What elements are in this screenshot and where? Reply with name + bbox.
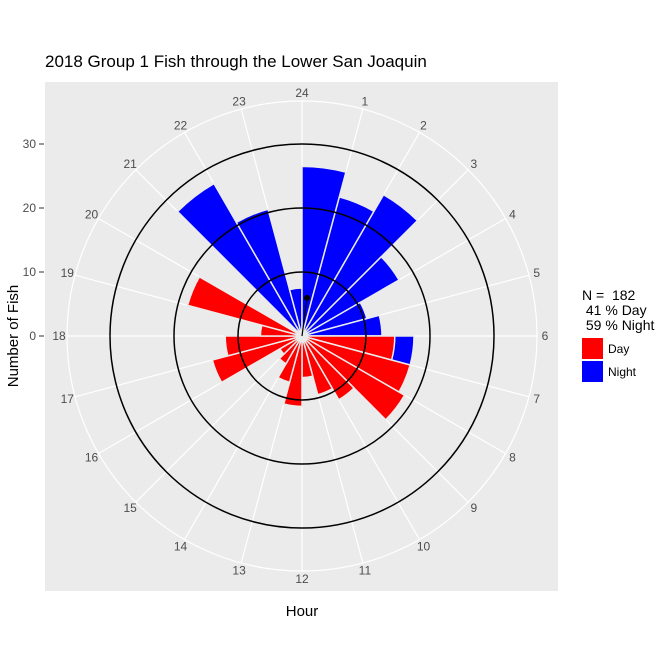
day-bar-hour-20 [295, 330, 303, 337]
legend-swatch-night [582, 361, 603, 382]
day-bar-hour-10 [301, 335, 334, 396]
hour-label-16: 16 [85, 451, 99, 465]
hour-label-24: 24 [295, 86, 309, 100]
night-bars [176, 165, 419, 366]
hour-label-18: 18 [52, 329, 66, 343]
hour-label-6: 6 [542, 329, 549, 343]
legend-swatch-day [582, 338, 603, 359]
mean-vector [301, 294, 311, 337]
y-tick-label-20: 20 [23, 201, 37, 215]
ring-10 [237, 271, 367, 401]
day-bar-hour-8 [301, 335, 406, 421]
hour-label-9: 9 [470, 501, 477, 515]
chart-title: 2018 Group 1 Fish through the Lower San … [45, 52, 427, 71]
hour-label-4: 4 [509, 208, 516, 222]
hour-label-12: 12 [295, 572, 309, 586]
day-bar-hour-14 [278, 335, 303, 365]
y-tick-label-10: 10 [23, 265, 37, 279]
y-tick-label-0: 0 [29, 329, 36, 343]
legend-day-pct: 41 % Day [582, 302, 647, 318]
y-axis: 0 10 20 30 [23, 137, 44, 343]
night-bar-hour-2 [301, 193, 419, 337]
hour-label-20: 20 [85, 208, 99, 222]
hour-label-11: 11 [359, 564, 372, 578]
night-bar-hour-21 [176, 182, 303, 337]
day-bar-hour-9 [301, 335, 356, 401]
mean-vector-head [304, 294, 311, 301]
legend-night-pct: 59 % Night [582, 317, 654, 333]
legend-n: N = 182 [582, 287, 636, 303]
hour-label-3: 3 [470, 157, 477, 171]
ring-20 [173, 207, 431, 465]
hour-label-2: 2 [420, 119, 427, 133]
mean-vector-line [301, 297, 308, 337]
y-tick-label-30: 30 [23, 137, 37, 151]
hour-label-21: 21 [123, 157, 137, 171]
hour-label-7: 7 [533, 392, 540, 406]
night-bar-hour-22 [235, 208, 303, 337]
hour-label-23: 23 [232, 94, 246, 108]
hour-label-17: 17 [61, 392, 75, 406]
hour-label-15: 15 [123, 501, 137, 515]
hour-label-19: 19 [61, 266, 75, 280]
hour-label-13: 13 [232, 564, 246, 578]
night-bar-hour-3 [301, 255, 401, 337]
day-bar-hour-17 [224, 335, 303, 357]
hour-label-1: 1 [362, 94, 369, 108]
legend-label-night: Night [608, 365, 637, 379]
hour-label-22: 22 [174, 119, 188, 133]
hour-label-5: 5 [533, 266, 540, 280]
hour-label-10: 10 [417, 539, 431, 553]
hour-label-8: 8 [509, 451, 516, 465]
ring-30 [109, 143, 495, 529]
grid-circle [66, 100, 538, 572]
reference-rings [109, 143, 495, 529]
legend-label-day: Day [608, 342, 629, 356]
day-bar-hour-16 [211, 335, 303, 384]
legend: N = 182 41 % Day 59 % Night Day Night [582, 287, 654, 382]
x-axis-title: Hour [286, 603, 319, 620]
hour-label-14: 14 [174, 539, 188, 553]
y-axis-title: Number of Fish [5, 285, 22, 388]
grid-spoke [135, 335, 303, 503]
